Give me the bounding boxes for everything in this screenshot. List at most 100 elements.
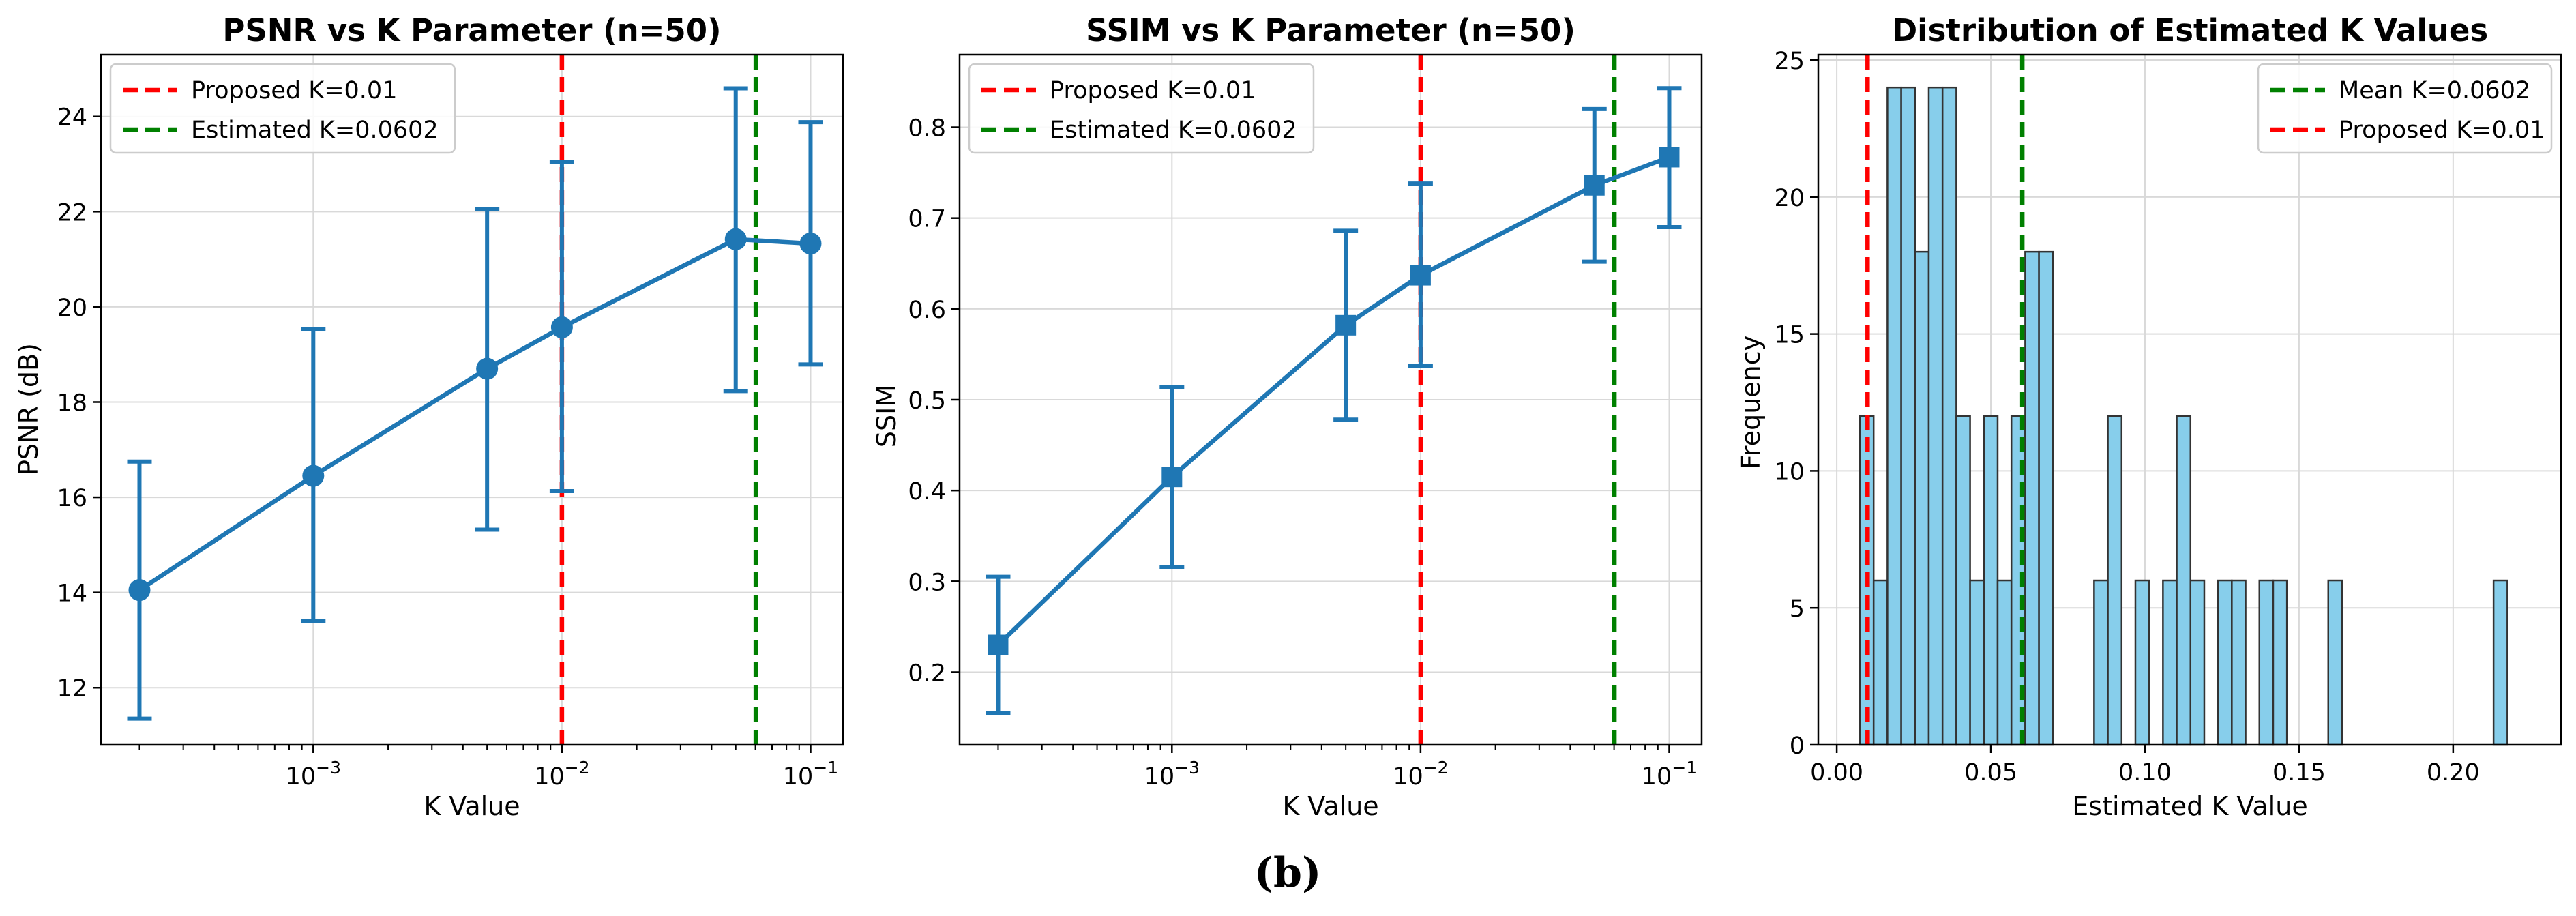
y-tick-label: 16 <box>57 485 87 512</box>
ssim-plot-area: 0.20.30.40.50.60.70.810−3 10−2 10−1Propose… <box>908 53 1703 791</box>
histogram-bar <box>1941 86 1957 746</box>
axes-frame <box>100 53 844 746</box>
histogram-plot-area: 0 5 10 15 20 25 0.00 0.05 0.10 0.15 0.20 Mean K=0.0… <box>1774 48 2562 786</box>
legend-entry: Mean K=0.0602 <box>2339 77 2530 104</box>
y-tick-label: 5 <box>1790 595 1805 623</box>
x-tick-label: 10−2 <box>1393 758 1448 791</box>
y-tick-label: 0 <box>1790 733 1805 760</box>
legend <box>109 63 456 154</box>
histogram-bar <box>2327 579 2343 746</box>
x-tick-label: 10−2 <box>534 758 589 791</box>
y-tick-label: 18 <box>57 389 87 417</box>
x-tick-label-base: 10 <box>1393 763 1423 791</box>
y-tick-label: 0.4 <box>908 478 946 505</box>
y-tick-label: 25 <box>1774 48 1805 75</box>
x-tick-label-base: 10 <box>783 763 814 791</box>
x-tick-label: 10−1 <box>1642 758 1697 791</box>
series-line <box>996 155 1670 647</box>
x-tick-label: 10−3 <box>1144 758 1200 791</box>
legend-entry: Proposed K=0.01 <box>1050 77 1256 104</box>
ssim-chart: SSIM vs K Parameter (n=50) K Value SSIM … <box>872 12 1703 821</box>
histogram-bar <box>2024 250 2040 746</box>
y-tick-label: 0.6 <box>908 297 946 324</box>
y-tick-label: 0.7 <box>908 206 946 233</box>
y-tick-label: 0.2 <box>908 660 946 687</box>
y-tick-label: 10 <box>1774 458 1805 486</box>
x-tick-label-exponent: −3 <box>1174 758 1200 778</box>
histogram-bar <box>2038 250 2054 746</box>
y-tick-label: 20 <box>57 295 87 322</box>
histogram-bar <box>1900 86 1916 746</box>
histogram-bar <box>2189 579 2206 746</box>
histogram-bar <box>2176 415 2192 746</box>
histogram-bar <box>2231 579 2247 746</box>
data-point <box>1335 314 1357 336</box>
data-point <box>476 357 499 380</box>
x-tick-label-exponent: −2 <box>1423 758 1449 778</box>
histogram-bar <box>1969 579 1985 746</box>
y-tick-label: 12 <box>57 675 87 703</box>
data-point <box>1584 175 1605 196</box>
histogram-bar <box>2258 579 2275 746</box>
legend <box>2257 63 2553 154</box>
data-point <box>799 233 822 255</box>
data-point <box>128 579 151 602</box>
series-line <box>138 237 811 592</box>
histogram-bar <box>2492 579 2508 746</box>
legend-entry: Estimated K=0.0602 <box>1050 117 1297 144</box>
x-tick-label-base: 10 <box>1642 763 1672 791</box>
data-point <box>1659 147 1680 168</box>
k-distribution-chart: Distribution of Estimated K Values Estim… <box>1736 12 2562 821</box>
x-tick-label: 0.10 <box>2118 759 2172 786</box>
y-tick-label: 0.3 <box>908 569 946 596</box>
y-tick-label: 22 <box>57 199 87 226</box>
legend-entry: Proposed K=0.01 <box>2339 117 2545 144</box>
y-tick-label: 15 <box>1774 322 1805 349</box>
x-tick-label: 10−1 <box>783 758 838 791</box>
histogram-bar <box>1983 415 1999 746</box>
ssim-x-axis-label: K Value <box>1282 791 1378 821</box>
histogram-x-axis-label: Estimated K Value <box>2072 791 2307 821</box>
figure-caption: (b) <box>1254 849 1322 897</box>
y-tick-label: 0.8 <box>908 115 946 143</box>
data-point <box>1161 467 1183 488</box>
psnr-y-axis-label: PSNR (dB) <box>14 343 44 475</box>
legend-entry: Estimated K=0.0602 <box>191 117 439 144</box>
psnr-chart: PSNR vs K Parameter (n=50) K Value PSNR … <box>14 12 844 821</box>
axes-frame <box>958 53 1703 746</box>
histogram-bar <box>2217 579 2233 746</box>
ssim-chart-title: SSIM vs K Parameter (n=50) <box>1086 12 1575 48</box>
psnr-x-axis-label: K Value <box>424 791 520 821</box>
histogram-y-axis-label: Frequency <box>1736 336 1766 469</box>
histogram-bar <box>2093 579 2109 746</box>
legend-entry: Proposed K=0.01 <box>191 77 397 104</box>
x-tick-label: 10−3 <box>286 758 341 791</box>
y-tick-label: 20 <box>1774 185 1805 212</box>
data-point <box>1410 265 1431 286</box>
histogram-bar <box>1914 250 1930 746</box>
ssim-y-axis-label: SSIM <box>872 385 902 447</box>
x-tick-label-exponent: −2 <box>565 758 590 778</box>
data-point <box>550 316 573 338</box>
x-tick-label-exponent: −1 <box>813 758 838 778</box>
histogram-bar <box>1872 579 1889 746</box>
histogram-chart-title: Distribution of Estimated K Values <box>1892 12 2488 48</box>
x-tick-label: 0.00 <box>1810 759 1863 786</box>
x-tick-label: 0.15 <box>2272 759 2326 786</box>
legend <box>968 63 1315 154</box>
histogram-bar <box>1927 86 1944 746</box>
psnr-chart-title: PSNR vs K Parameter (n=50) <box>222 12 721 48</box>
histogram-bar <box>2107 415 2123 746</box>
x-tick-label-base: 10 <box>534 763 565 791</box>
x-tick-label: 0.05 <box>1964 759 2017 786</box>
histogram-bar <box>1955 415 1971 746</box>
data-point <box>724 228 747 250</box>
y-tick-label: 0.5 <box>908 387 946 415</box>
x-tick-label-base: 10 <box>286 763 316 791</box>
x-tick-label: 0.20 <box>2427 759 2480 786</box>
histogram-bar <box>1886 86 1902 746</box>
data-point <box>988 634 1009 655</box>
histogram-bar <box>2134 579 2150 746</box>
